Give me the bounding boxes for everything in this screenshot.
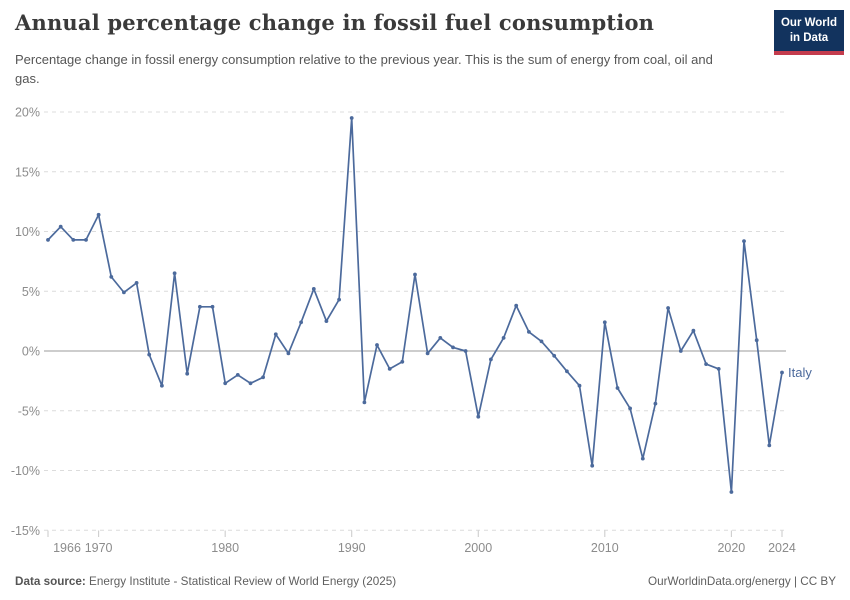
x-axis-label: 1990 — [338, 541, 366, 555]
data-point — [691, 328, 696, 333]
data-point — [767, 443, 772, 448]
x-axis-label: 2010 — [591, 541, 619, 555]
data-source-text: Energy Institute - Statistical Review of… — [85, 575, 397, 588]
data-point — [223, 381, 228, 386]
data-point — [387, 367, 392, 371]
data-point — [185, 371, 190, 376]
data-point — [425, 351, 430, 356]
data-point — [742, 239, 746, 244]
data-point — [628, 406, 632, 411]
data-point — [552, 353, 557, 358]
x-axis-label: 1966 — [53, 541, 81, 555]
y-axis-label: 0% — [22, 345, 40, 359]
data-point — [704, 362, 708, 366]
data-point — [375, 343, 379, 347]
data-point — [615, 386, 620, 390]
owid-logo-line1: Our World — [780, 17, 837, 29]
chart-footer: Data source: Energy Institute - Statisti… — [15, 575, 836, 588]
data-point — [527, 330, 531, 334]
data-point — [299, 320, 303, 325]
data-point — [590, 463, 595, 468]
data-point — [349, 116, 354, 120]
y-axis-label: -15% — [11, 524, 40, 538]
data-point — [754, 338, 759, 343]
data-point — [451, 345, 455, 350]
data-point — [71, 238, 76, 242]
data-point — [286, 351, 291, 356]
x-axis-label: 1980 — [211, 541, 239, 555]
data-point — [198, 304, 202, 309]
data-point — [46, 238, 50, 242]
data-point — [84, 238, 88, 242]
data-point — [780, 370, 784, 375]
data-point — [311, 287, 316, 291]
credit-line: OurWorldinData.org/energy | CC BY — [648, 575, 836, 588]
x-axis-label: 1970 — [85, 541, 113, 555]
data-point — [640, 456, 645, 461]
data-point — [96, 212, 101, 217]
data-point — [362, 400, 367, 405]
data-point — [413, 272, 417, 277]
data-point — [489, 357, 493, 362]
data-point — [210, 304, 215, 309]
data-point — [514, 303, 519, 308]
data-point — [261, 375, 265, 380]
data-point — [400, 359, 405, 364]
page-title: Annual percentage change in fossil fuel … — [15, 10, 655, 35]
data-point — [438, 336, 443, 340]
data-point — [602, 320, 607, 325]
data-point — [476, 414, 481, 419]
data-point — [565, 369, 569, 374]
data-point — [160, 383, 164, 388]
x-axis-label: 2020 — [717, 541, 745, 555]
data-source-label: Data source: — [15, 575, 86, 588]
data-point — [337, 297, 341, 302]
y-axis-label: -5% — [18, 404, 40, 418]
y-axis-label: 20% — [15, 106, 40, 120]
data-point — [235, 373, 240, 377]
y-axis-label: 10% — [15, 225, 40, 239]
data-point — [122, 290, 126, 295]
data-point — [324, 319, 329, 323]
data-point — [653, 401, 658, 406]
y-axis-label: 15% — [15, 165, 40, 179]
data-point — [273, 332, 278, 337]
data-point — [577, 383, 582, 388]
data-point — [172, 271, 177, 276]
x-axis-label: 2024 — [768, 541, 796, 555]
data-point — [539, 339, 544, 344]
data-point — [666, 306, 670, 310]
owid-logo: Our World in Data — [774, 10, 844, 56]
data-point — [501, 336, 506, 340]
data-source: Data source: Energy Institute - Statisti… — [15, 575, 396, 588]
data-point — [716, 367, 721, 371]
y-axis-label: -10% — [11, 464, 40, 478]
data-point — [248, 381, 253, 386]
data-point — [58, 224, 63, 229]
chart-subtitle: Percentage change in fossil energy consu… — [15, 52, 713, 86]
owid-logo-line2: in Data — [789, 32, 829, 45]
data-point — [678, 349, 683, 353]
data-point — [463, 349, 468, 353]
data-point — [134, 281, 139, 285]
data-line — [47, 117, 783, 493]
y-axis-label: 5% — [22, 285, 40, 299]
data-point — [109, 275, 114, 279]
x-axis-label: 2000 — [464, 541, 492, 555]
data-point — [729, 490, 734, 494]
series-label: Italy — [788, 365, 812, 380]
data-point — [147, 352, 152, 357]
